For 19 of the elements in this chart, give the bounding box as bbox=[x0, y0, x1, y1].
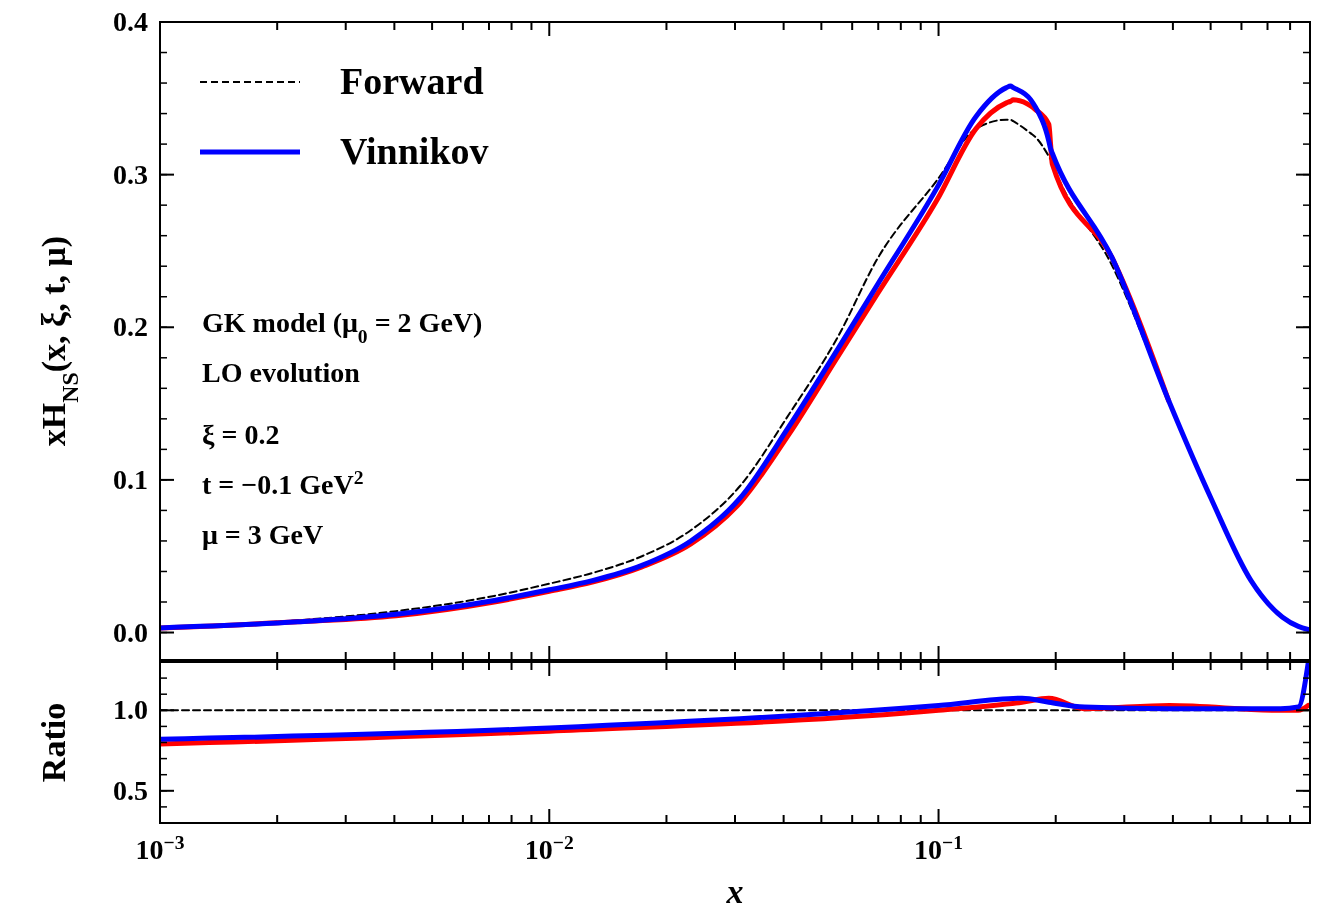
legend-label: Forward bbox=[340, 60, 484, 102]
legend-label: Vinnikov bbox=[340, 130, 489, 172]
y-tick-label: 0.1 bbox=[113, 463, 148, 495]
annotation: LO evolution bbox=[202, 357, 361, 388]
annotation: GK model (μ$_{0}$ = 2 GeV) bbox=[202, 307, 483, 347]
y-tick-label: 0.3 bbox=[113, 158, 148, 190]
x-axis-title: x bbox=[725, 873, 744, 910]
x-tick-label: 10$^{−3}$ bbox=[135, 831, 185, 865]
annotation: ξ = 0.2 bbox=[202, 419, 280, 450]
y-axis-title: Ratio bbox=[35, 702, 72, 783]
annotation: μ = 3 GeV bbox=[202, 519, 324, 550]
x-tick-label: 10$^{−1}$ bbox=[914, 831, 964, 865]
y-tick-label: 0.5 bbox=[113, 774, 148, 806]
x-tick-label: 10$^{−2}$ bbox=[524, 831, 574, 865]
annotation: t = −0.1 GeV$^{2}$ bbox=[202, 466, 364, 500]
y-tick-label: 0.0 bbox=[113, 616, 148, 648]
y-tick-label: 0.4 bbox=[113, 6, 148, 37]
y-tick-label: 1.0 bbox=[113, 694, 148, 726]
y-tick-label: 0.2 bbox=[113, 311, 148, 343]
